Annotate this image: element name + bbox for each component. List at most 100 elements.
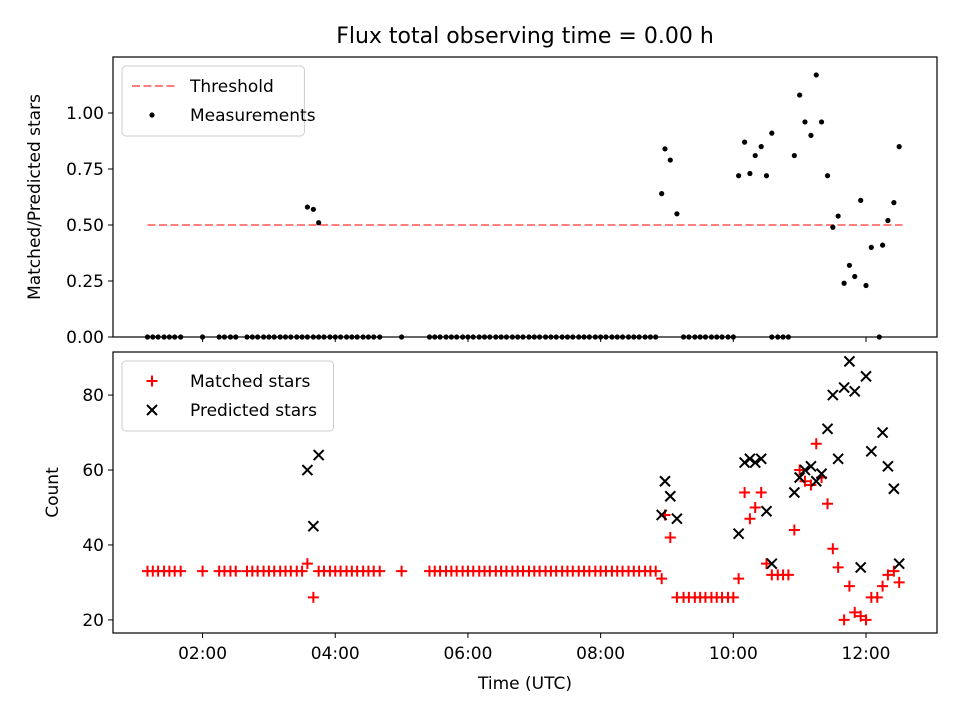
data-point bbox=[860, 370, 872, 383]
data-point bbox=[760, 505, 773, 517]
series-predicted-stars bbox=[301, 355, 905, 574]
data-point bbox=[860, 614, 872, 626]
data-point bbox=[888, 483, 900, 495]
legend-box bbox=[121, 65, 305, 137]
legend-label: Matched stars bbox=[190, 372, 310, 392]
legend-label: Threshold bbox=[189, 77, 274, 97]
data-point bbox=[815, 468, 828, 480]
data-point bbox=[879, 242, 886, 248]
data-point bbox=[791, 152, 797, 159]
data-point bbox=[802, 119, 808, 125]
legend-swatch bbox=[149, 112, 155, 118]
data-point bbox=[763, 173, 770, 179]
bottom-panel: 20 40 60 80 02:00 04:00 06:00 08:00 10:00 12:00 Co… bbox=[43, 351, 938, 694]
data-point bbox=[876, 426, 889, 439]
data-point bbox=[175, 565, 187, 577]
x-tick-label: 10:00 bbox=[709, 644, 758, 664]
y-axis-label: Count bbox=[43, 467, 63, 518]
data-point bbox=[782, 569, 794, 581]
data-point bbox=[739, 487, 751, 498]
data-point bbox=[838, 381, 850, 394]
data-point bbox=[863, 282, 869, 289]
data-point bbox=[843, 355, 856, 368]
data-point bbox=[396, 565, 408, 577]
data-point bbox=[662, 146, 668, 152]
legend-label: Predicted stars bbox=[190, 401, 317, 421]
data-point bbox=[656, 573, 668, 585]
x-tick-label: 04:00 bbox=[311, 644, 360, 664]
legend: Matched stars Predicted stars bbox=[121, 360, 334, 432]
data-point bbox=[788, 486, 801, 499]
y-tick-label: 1.00 bbox=[66, 104, 104, 124]
legend-label: Measurements bbox=[190, 106, 316, 126]
y-tick-label: 60 bbox=[82, 461, 104, 481]
data-point bbox=[885, 217, 891, 224]
data-point bbox=[893, 557, 905, 570]
x-tick-label: 02:00 bbox=[178, 644, 227, 664]
data-point bbox=[744, 513, 756, 525]
data-point bbox=[827, 389, 839, 401]
data-point bbox=[822, 498, 834, 510]
data-point bbox=[865, 445, 878, 457]
data-point bbox=[794, 464, 806, 476]
data-point bbox=[766, 557, 778, 570]
x-tick-label: 12:00 bbox=[842, 644, 891, 664]
data-point bbox=[821, 423, 834, 435]
data-point bbox=[749, 501, 761, 513]
data-point bbox=[893, 576, 905, 588]
data-point bbox=[813, 72, 819, 78]
figure-title: Flux total observing time = 0.00 h bbox=[336, 24, 714, 49]
data-point bbox=[793, 471, 806, 484]
data-point bbox=[659, 475, 671, 487]
data-point bbox=[838, 614, 850, 626]
y-tick-label: 0.00 bbox=[66, 328, 104, 348]
data-point bbox=[747, 170, 753, 177]
plot-frame bbox=[112, 351, 938, 634]
data-point bbox=[733, 573, 745, 585]
data-point bbox=[301, 558, 313, 570]
data-point bbox=[307, 591, 319, 603]
data-point bbox=[818, 119, 825, 125]
data-point bbox=[230, 565, 242, 577]
data-point bbox=[843, 580, 855, 592]
data-point bbox=[854, 561, 867, 574]
data-point bbox=[871, 591, 883, 603]
data-point bbox=[667, 157, 673, 163]
legend-box bbox=[121, 360, 334, 432]
data-point bbox=[752, 152, 758, 159]
data-point bbox=[674, 211, 680, 217]
data-point bbox=[805, 479, 817, 491]
data-point bbox=[374, 565, 386, 577]
data-point bbox=[758, 144, 764, 150]
data-point bbox=[805, 460, 817, 472]
data-point bbox=[742, 139, 748, 145]
top-panel: 0.00 0.25 0.50 0.75 1.00 Matched/Predicted st… bbox=[25, 56, 938, 348]
legend-swatch bbox=[146, 375, 158, 387]
data-point bbox=[852, 273, 858, 280]
legend: Threshold Measurements bbox=[121, 65, 316, 137]
data-point bbox=[849, 606, 861, 618]
data-point bbox=[316, 220, 322, 226]
data-point bbox=[882, 460, 894, 472]
data-point bbox=[769, 130, 775, 136]
data-point bbox=[744, 453, 756, 465]
data-point bbox=[296, 565, 308, 577]
y-tick-label: 80 bbox=[82, 386, 104, 406]
data-point bbox=[736, 173, 742, 179]
y-tick-label: 20 bbox=[82, 611, 104, 631]
data-point bbox=[197, 565, 209, 577]
data-point bbox=[835, 213, 841, 219]
data-point bbox=[304, 204, 310, 210]
data-point bbox=[799, 475, 811, 487]
data-point bbox=[727, 591, 739, 603]
y-tick-label: 0.50 bbox=[66, 216, 104, 236]
plot-frame bbox=[112, 56, 938, 338]
data-point bbox=[827, 543, 839, 555]
data-point bbox=[808, 132, 814, 138]
legend-swatch bbox=[146, 404, 158, 416]
data-point bbox=[799, 464, 811, 476]
data-point bbox=[832, 561, 844, 573]
data-point bbox=[832, 453, 844, 465]
x-tick-label: 08:00 bbox=[576, 644, 625, 664]
